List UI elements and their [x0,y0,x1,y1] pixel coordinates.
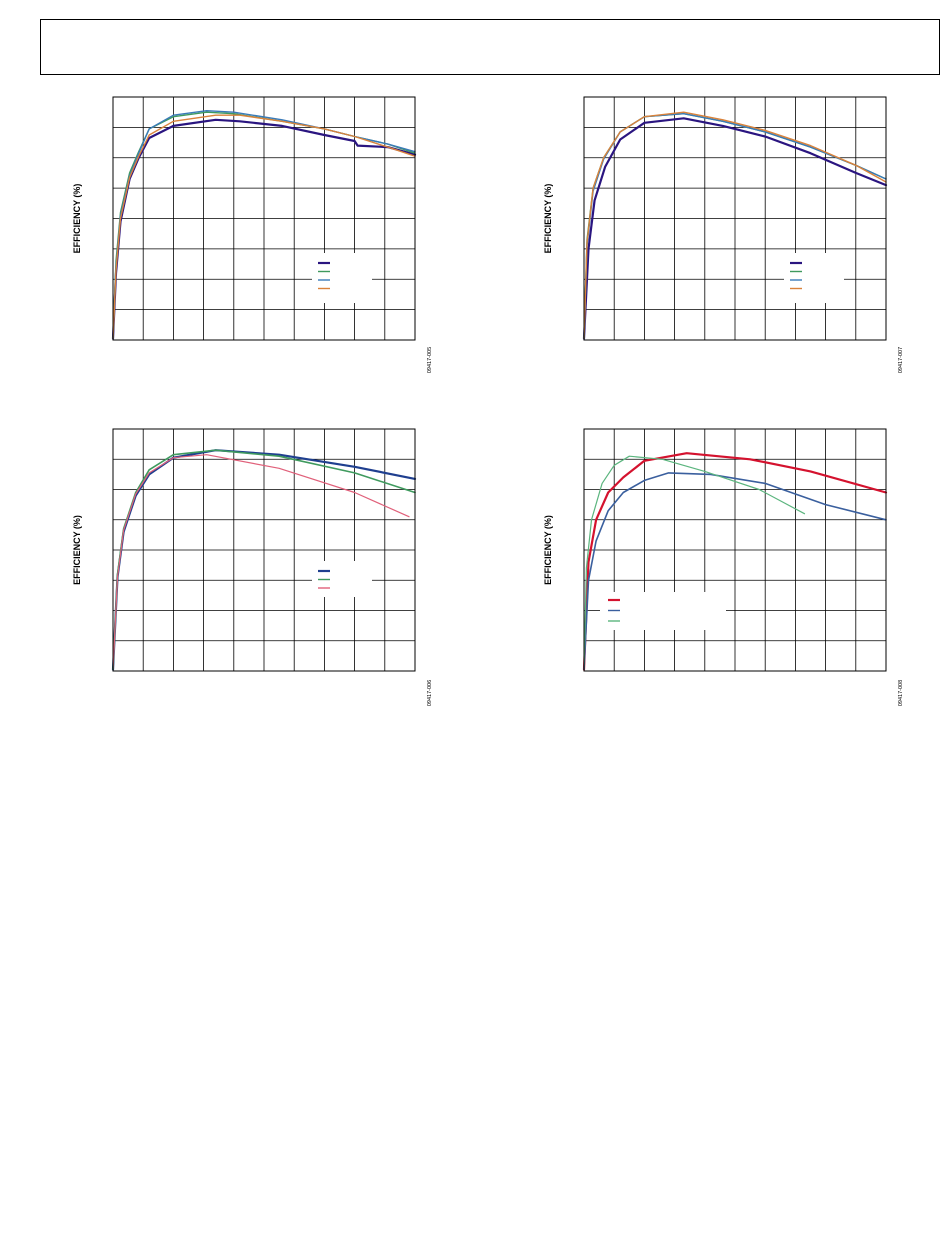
figure-id: 09417-008 [898,680,904,706]
figure-id: 09417-005 [427,347,433,373]
series-line-3 [112,454,410,671]
plot-frame [583,428,887,672]
series-line-2 [583,472,887,671]
plot-frame [112,96,416,341]
series-line-1 [582,452,888,671]
y-axis-label: EFFICIENCY (%) [72,515,82,585]
series-line-4 [583,111,887,340]
series-line-3 [583,455,806,671]
y-axis-label: EFFICIENCY (%) [72,184,82,254]
efficiency-chart-1: EFFICIENCY (%) 09417-005 [72,96,433,373]
figure-id: 09417-006 [427,680,433,706]
efficiency-chart-4: EFFICIENCY (%) 09417-008 [543,428,904,706]
page-header-box [40,19,940,75]
efficiency-chart-3: EFFICIENCY (%) 09417-006 [72,428,433,706]
y-axis-label: EFFICIENCY (%) [543,184,553,254]
legend-box [312,253,372,303]
legend-box [784,253,844,303]
series-line-1 [582,117,888,340]
plot-frame [583,96,887,341]
y-axis-label: EFFICIENCY (%) [543,515,553,585]
series-line-4 [112,114,416,340]
legend-box [600,592,726,630]
efficiency-chart-2: EFFICIENCY (%) 09417-007 [543,96,904,373]
figure-id: 09417-007 [898,347,904,373]
plot-frame [112,428,416,672]
